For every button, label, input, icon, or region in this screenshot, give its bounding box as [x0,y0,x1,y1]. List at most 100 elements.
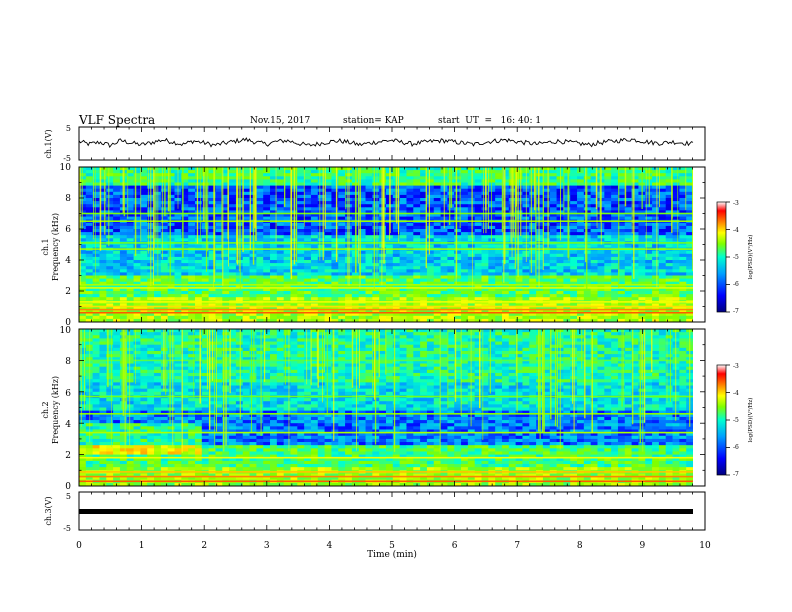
spectrogram-cell [160,332,169,336]
spectrogram-cell [501,225,510,230]
spectrogram-cell [583,269,592,273]
spectrogram-cell [611,263,619,267]
spectrogram-cell [331,225,339,230]
spectrogram-cell [406,303,414,307]
spectrogram-cell [617,213,626,217]
spectrogram-cell [235,275,244,279]
spectrogram-cell [515,235,523,239]
spectrogram-cell [113,287,121,292]
spectrogram-cell [495,335,503,339]
spectrogram-cell [522,263,530,267]
spectrogram-cell [399,238,407,242]
spectrogram-cell [454,260,462,264]
spectrogram-cell [515,216,523,221]
spectrogram-cell [194,188,203,193]
spectrogram-cell [604,176,612,180]
spectrogram-cell [420,198,428,202]
spectrogram-cell [194,329,203,333]
spectrogram-cell [461,204,469,208]
spectrogram-cell [167,222,175,227]
spectrogram-cell [679,207,687,211]
spectrogram-cell [338,256,346,261]
spectrogram-cell [590,266,598,270]
spectrogram-cell [508,256,517,261]
spectrogram-cell [365,294,373,298]
spectrogram-cell [167,210,175,214]
spectrogram-sferic-streak [238,167,240,272]
spectrogram-cell [495,185,503,190]
spectrogram-cell [283,235,291,239]
spectrogram-cell [665,185,673,190]
spectrogram-cell [133,167,141,171]
spectrogram-cell [679,235,687,239]
spectrogram-cell [454,250,462,255]
spectrogram-cell [276,204,285,208]
spectrogram-sferic-streak [108,167,110,247]
spectrogram-cell [624,297,632,301]
spectrogram-sferic-streak [648,167,650,207]
spectrogram-cell [433,225,441,230]
spectrogram-cell [440,315,448,320]
spectrogram-cell [290,294,298,298]
spectrogram-cell [679,281,687,286]
spectrogram-cell [399,204,407,208]
spectrogram-cell [235,201,244,205]
spectrogram-cell [440,238,448,242]
spectrogram-cell [194,179,203,183]
spectrogram-cell [583,222,592,227]
spectrogram-cell [297,260,305,264]
spectrogram-sferic-streak [596,167,598,229]
colorbar-ch1-tick-m3: -3 [733,200,739,207]
spectrogram-cell [426,260,435,264]
spectrogram-cell [563,287,571,292]
spectrogram-cell [570,173,578,177]
spectrogram-cell [331,244,339,248]
spectrogram-cell [310,229,319,233]
spectrogram-cell [611,297,619,301]
spectrogram-cell [208,213,216,217]
spectrogram-cell [126,213,134,217]
spectrogram-cell [652,204,660,208]
spectrogram-cell [331,303,339,307]
spectrogram-cell [345,284,353,289]
spectrogram-cell [447,216,455,221]
spectrogram-cell [167,213,175,217]
spectrogram-cell [331,287,339,292]
spectrogram-cell [365,263,373,267]
spectrogram-cell [304,235,312,239]
spectrogram-cell [113,338,121,342]
spectrogram-cell [79,269,87,273]
spectrogram-cell [542,194,551,199]
spectrogram-cell [652,235,660,239]
spectrogram-cell [672,207,680,211]
spectrogram-cell [222,179,230,183]
spectrogram-cell [126,278,134,283]
spectrogram-cell [433,269,441,273]
spectrogram-cell [406,263,414,267]
spectrogram-cell [133,315,141,320]
spectrogram-cell [99,179,107,183]
spectrogram-cell [167,194,175,199]
spectrogram-cell [611,266,619,270]
spectrogram-cell [345,287,353,292]
spectrogram-cell [270,216,278,221]
spectrogram-cell [638,303,646,307]
spectrogram-cell [433,315,441,320]
spectrogram-cell [365,250,373,255]
spectrogram-cell [433,173,441,177]
spectrogram-cell [440,284,448,289]
spectrogram-cell [406,294,414,298]
spectrogram-cell [85,225,94,230]
spectrogram-cell [310,232,319,236]
spectrogram-cell [679,278,687,283]
spectrogram-cell [338,194,346,199]
spectrogram-cell [638,244,646,248]
spectrogram-cell [631,232,639,236]
spectrogram-cell [270,207,278,211]
spectrogram-cell [679,253,687,258]
spectrogram-cell [413,306,421,310]
spectrogram-cell [501,287,510,292]
spectrogram-cell [611,207,619,211]
spectrogram-cell [229,244,237,248]
spectrogram-cell [208,188,216,193]
